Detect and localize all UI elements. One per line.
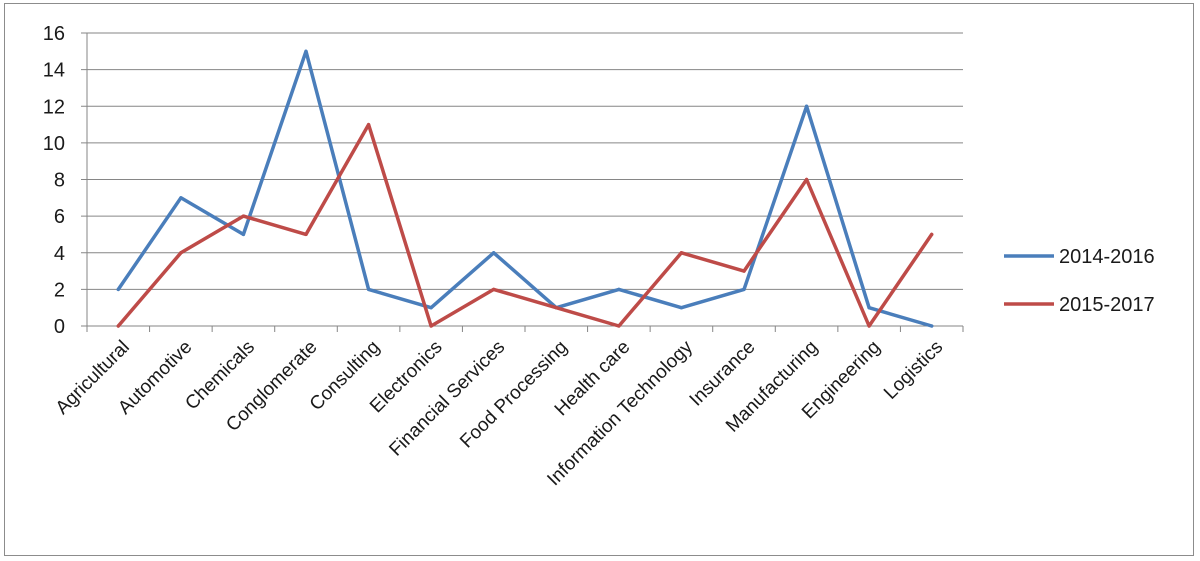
x-tick-label-8: Food Processing (456, 337, 572, 453)
gridlines (87, 32, 963, 290)
data-point-s2-4 (304, 232, 308, 237)
data-point-s2-14 (930, 232, 934, 237)
series-line-1 (116, 49, 934, 328)
data-point-s1-5 (366, 287, 371, 291)
data-point-s1-12 (804, 104, 809, 108)
series-lines (116, 49, 934, 328)
legend-label-2: 2015-2017 (1059, 294, 1155, 316)
data-point-s1-4 (304, 49, 308, 53)
y-tick-label-6: 6 (54, 206, 65, 228)
x-tick-labels: AgriculturalAutomotiveChemicalsConglomer… (52, 336, 947, 490)
chart-frame (4, 3, 1194, 556)
axes (81, 32, 964, 332)
data-point-s2-3 (241, 214, 246, 218)
y-tick-labels: 0 2 4 6 8 10 12 14 16 (43, 23, 65, 338)
y-tick-label-8: 8 (54, 170, 65, 192)
data-point-s1-11 (742, 287, 746, 291)
data-point-s1-9 (617, 287, 621, 291)
x-tick-label-14: Logistics (880, 337, 947, 404)
data-point-s2-2 (179, 251, 183, 255)
data-point-s2-5 (366, 122, 371, 127)
data-point-s1-7 (492, 251, 496, 255)
y-tick-label-16: 16 (43, 23, 65, 45)
data-point-s2-12 (804, 177, 809, 182)
data-point-s1-6 (429, 306, 433, 310)
data-point-s2-6 (429, 324, 433, 328)
legend: 2014-2016 2015-2017 (1004, 246, 1155, 316)
data-point-s1-2 (179, 196, 183, 200)
data-point-s2-13 (867, 324, 871, 328)
legend-label-1: 2014-2016 (1059, 246, 1155, 268)
x-tick-label-7: Financial Services (385, 337, 509, 461)
y-tick-label-10: 10 (43, 133, 65, 155)
y-tick-label-4: 4 (54, 243, 65, 265)
data-point-s1-1 (116, 287, 120, 291)
data-point-s2-9 (617, 324, 621, 328)
data-point-s1-14 (930, 324, 934, 328)
y-tick-label-2: 2 (54, 279, 65, 301)
y-tick-label-12: 12 (43, 96, 65, 118)
data-point-s2-10 (679, 251, 684, 255)
data-point-s2-11 (742, 269, 746, 273)
data-point-s1-13 (867, 306, 871, 310)
series-line-2 (116, 122, 934, 328)
data-point-s2-1 (116, 324, 120, 328)
data-point-s2-8 (554, 306, 558, 310)
data-point-s1-10 (679, 306, 684, 310)
data-point-s1-3 (241, 232, 246, 237)
y-tick-label-0: 0 (54, 316, 65, 338)
data-point-s2-7 (492, 287, 496, 291)
y-tick-label-14: 14 (43, 60, 65, 82)
